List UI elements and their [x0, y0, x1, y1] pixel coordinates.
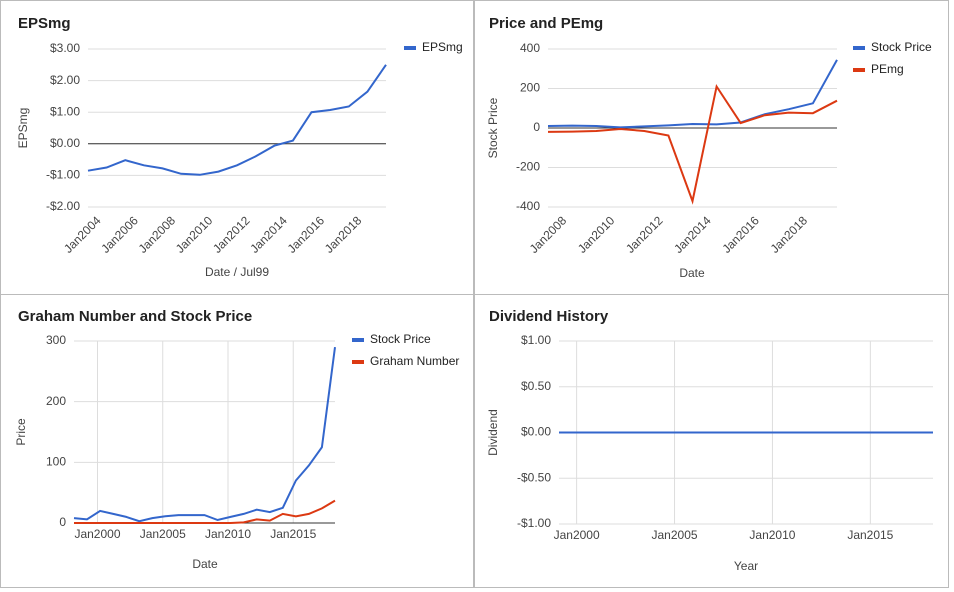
legend-swatch	[853, 68, 865, 72]
y-tick-label: -$2.00	[46, 199, 80, 213]
series-line	[73, 346, 336, 523]
y-tick-label: -$1.00	[46, 168, 80, 182]
y-tick-label: 100	[46, 455, 66, 469]
legend-label: Graham Number	[370, 354, 459, 368]
x-tick-label: Jan2000	[74, 527, 120, 541]
panel	[0, 294, 474, 588]
y-tick-label: 200	[520, 81, 540, 95]
series-line	[547, 83, 838, 205]
panel	[474, 294, 949, 588]
y-tick-label: $0.00	[50, 136, 80, 150]
legend-swatch	[352, 360, 364, 364]
series-line	[74, 499, 336, 524]
y-tick-label: -400	[516, 199, 540, 213]
legend-label: PEmg	[871, 62, 904, 76]
y-tick-label: $1.00	[521, 333, 551, 347]
series-line	[547, 59, 838, 129]
y-axis-label: EPSmg	[16, 108, 30, 149]
legend-label: Stock Price	[871, 40, 932, 54]
y-tick-label: 0	[59, 515, 66, 529]
y-axis-label: Stock Price	[486, 97, 500, 158]
y-tick-label: 200	[46, 394, 66, 408]
y-tick-label: $3.00	[50, 41, 80, 55]
legend-label: EPSmg	[422, 40, 463, 54]
y-tick-label: $0.00	[521, 425, 551, 439]
chart-title: Price and PEmg	[489, 15, 603, 32]
y-tick-label: -200	[516, 160, 540, 174]
x-tick-label: Jan2015	[847, 528, 893, 542]
chart-title: EPSmg	[18, 15, 71, 32]
x-tick-label: Jan2010	[205, 527, 251, 541]
x-tick-label: Jan2015	[270, 527, 316, 541]
series-line	[87, 64, 387, 176]
x-tick-label: Jan2000	[554, 528, 600, 542]
chart-title: Graham Number and Stock Price	[18, 308, 252, 325]
y-tick-label: 300	[46, 333, 66, 347]
y-tick-label: $0.50	[521, 379, 551, 393]
x-axis-label: Date / Jul99	[205, 265, 269, 279]
x-axis-label: Year	[734, 559, 758, 573]
x-axis-label: Date	[192, 557, 218, 571]
y-tick-label: -$0.50	[517, 470, 551, 484]
x-axis-label: Date	[679, 266, 705, 280]
legend-swatch	[853, 46, 865, 50]
y-axis-label: Price	[14, 418, 28, 446]
y-axis-label: Dividend	[486, 409, 500, 456]
y-tick-label: $2.00	[50, 73, 80, 87]
y-tick-label: 0	[533, 120, 540, 134]
legend-swatch	[404, 46, 416, 50]
y-tick-label: 400	[520, 41, 540, 55]
legend-swatch	[352, 338, 364, 342]
x-tick-label: Jan2010	[749, 528, 795, 542]
chart-title: Dividend History	[489, 308, 609, 325]
legend-label: Stock Price	[370, 332, 431, 346]
y-tick-label: -$1.00	[517, 516, 551, 530]
x-tick-label: Jan2005	[140, 527, 186, 541]
y-tick-label: $1.00	[50, 104, 80, 118]
x-tick-label: Jan2005	[652, 528, 698, 542]
